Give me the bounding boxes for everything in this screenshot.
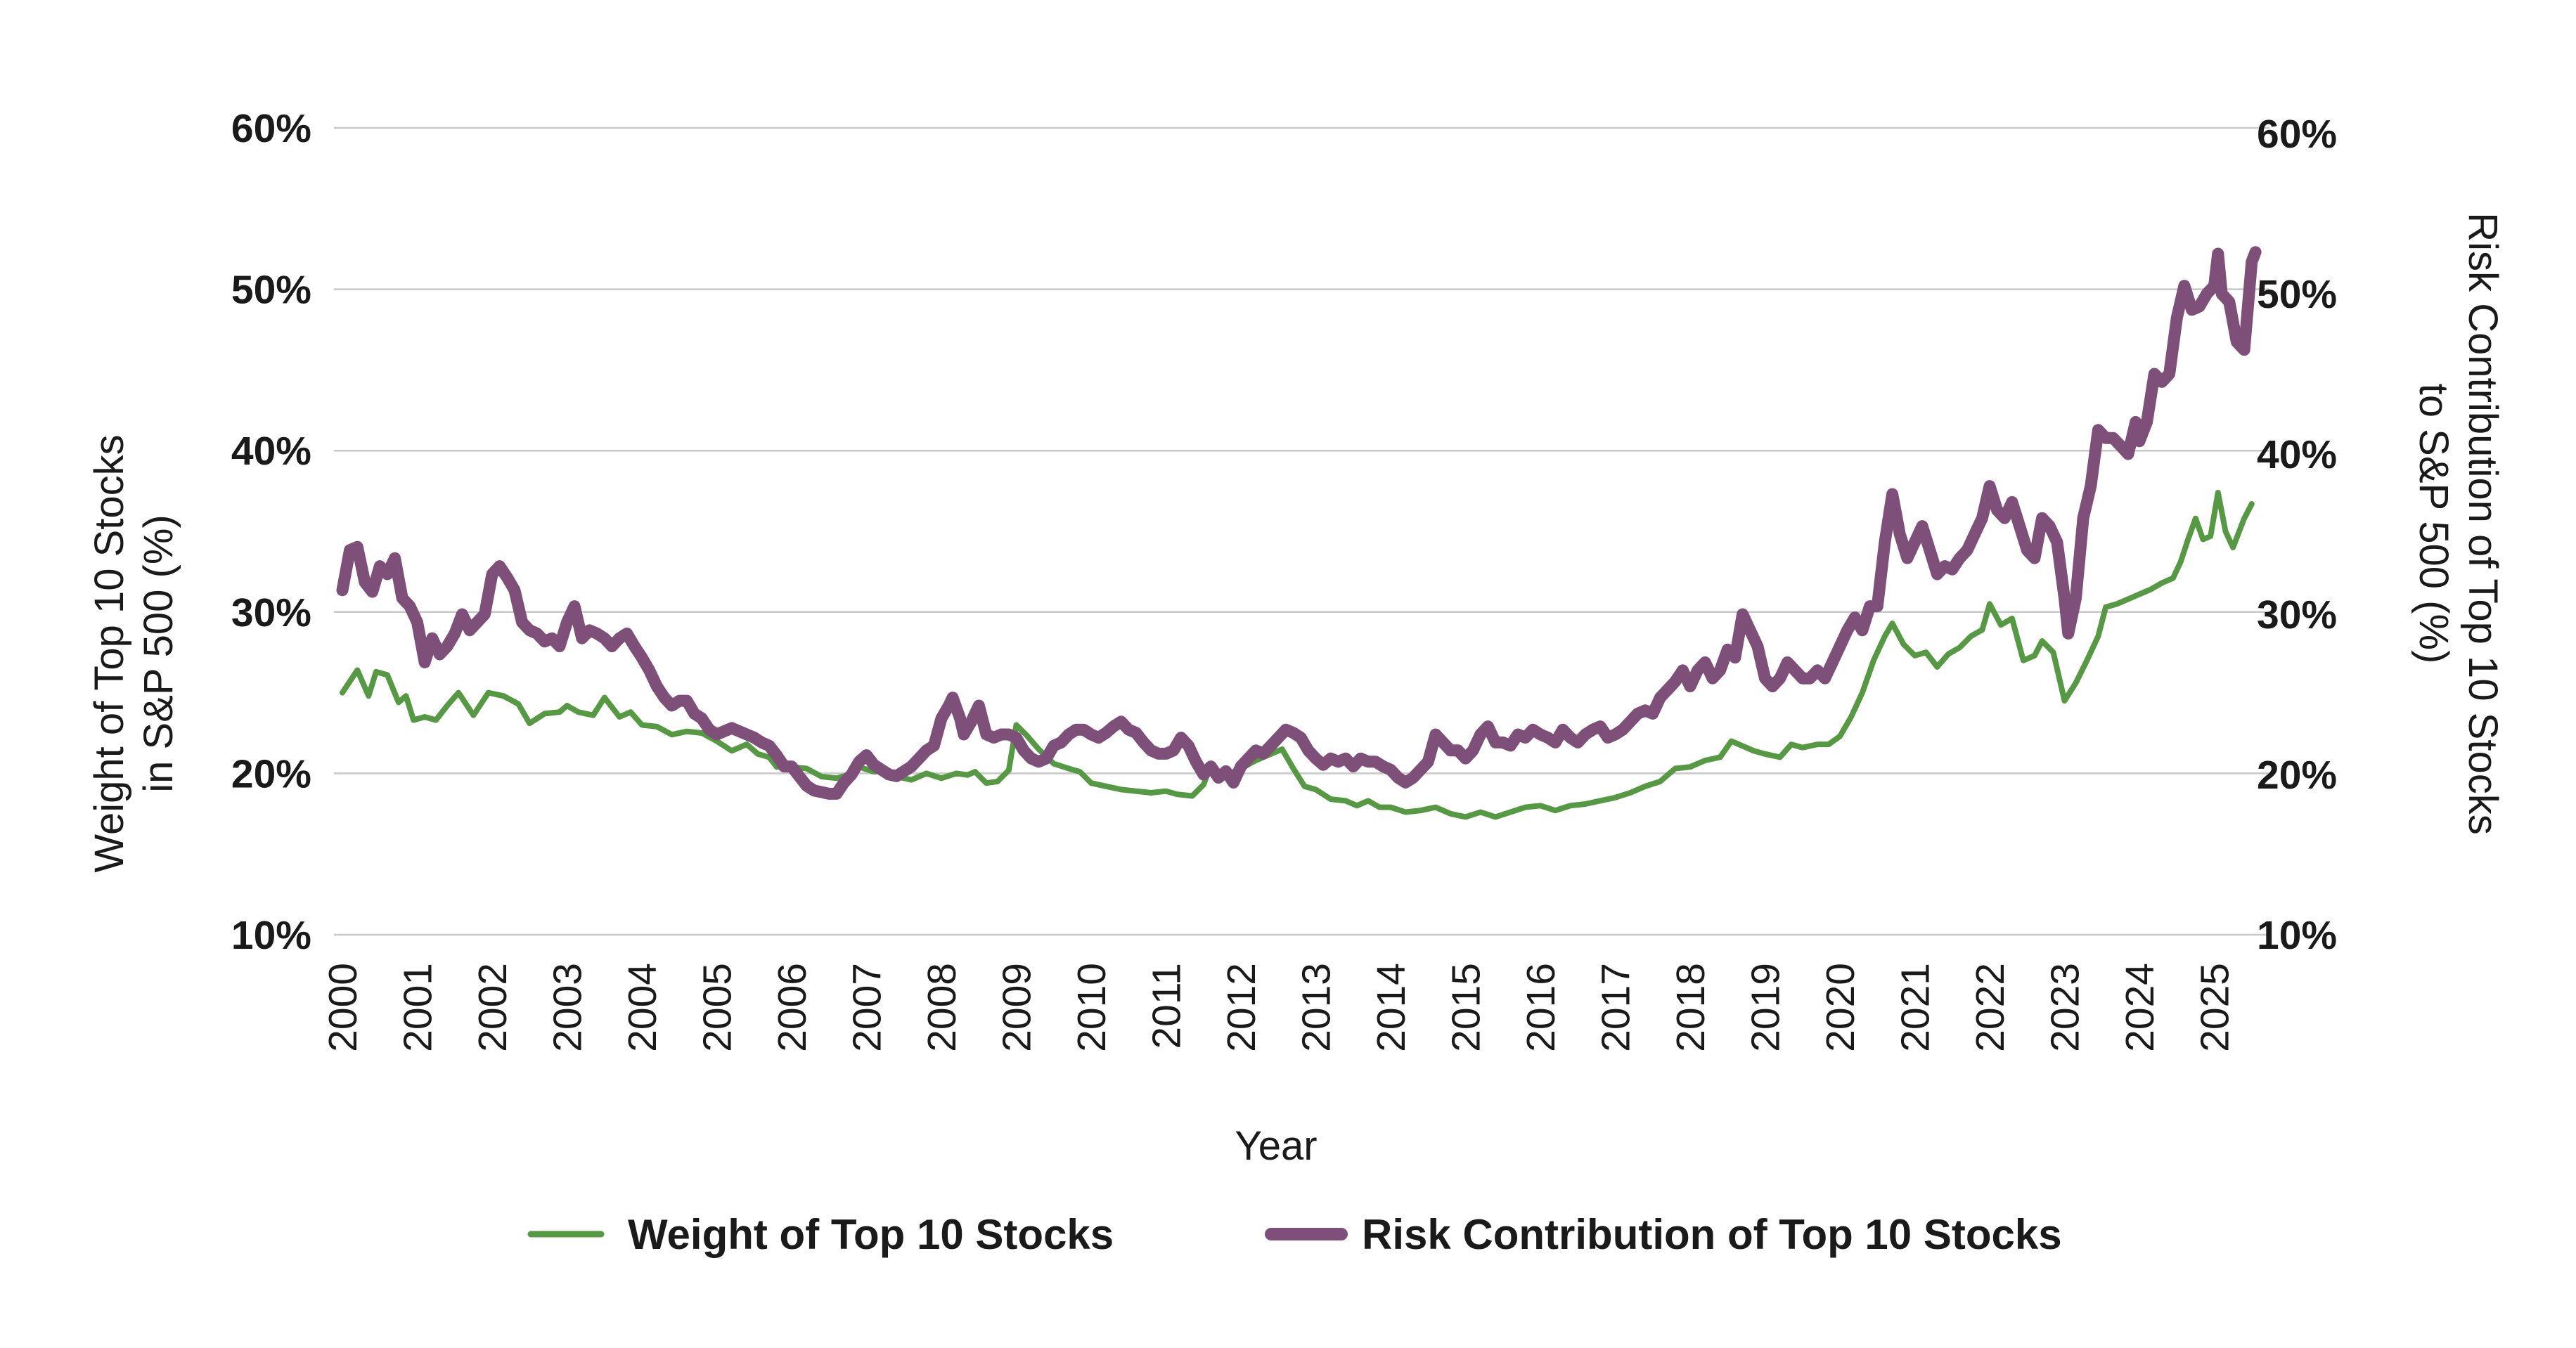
x-tick-label: 2020 [1818,963,1863,1052]
x-tick-label: 2022 [1968,963,2013,1052]
x-tick-label: 2006 [770,963,815,1052]
left-y-axis-ticks: 10% 20% 30% 40% 50% 60% [231,106,311,958]
right-y-axis-title: Risk Contribution of Top 10 Stocks to S&… [2411,212,2506,835]
x-tick-label: 2018 [1668,963,1713,1052]
left-y-tick-label: 40% [231,429,311,474]
right-y-axis-ticks: 10% 20% 30% 40% 50% 60% [2257,112,2337,958]
x-tick-label: 2012 [1219,963,1264,1052]
x-tick-label: 2013 [1294,963,1339,1052]
x-tick-label: 2019 [1744,963,1789,1052]
left-y-tick-label: 50% [231,268,311,313]
x-tick-label: 2002 [470,963,515,1052]
right-y-tick-label: 50% [2257,272,2337,317]
x-tick-label: 2001 [396,963,441,1052]
x-tick-label: 2005 [695,963,740,1052]
x-tick-label: 2017 [1594,963,1639,1052]
left-y-axis-title-line-2: in S&P 500 (%) [136,514,181,792]
gridlines [334,127,2269,936]
x-tick-label: 2025 [2193,963,2238,1052]
left-y-tick-label: 20% [231,751,311,796]
right-y-tick-label: 10% [2257,913,2337,958]
x-tick-label: 2008 [920,963,965,1052]
x-tick-label: 2015 [1444,963,1489,1052]
left-y-axis-title: Weight of Top 10 Stocks in S&P 500 (%) [86,434,181,872]
left-y-axis-title-line-1: Weight of Top 10 Stocks [86,434,132,872]
x-tick-label: 2007 [845,963,890,1052]
x-tick-label: 2014 [1369,963,1414,1052]
right-y-tick-label: 40% [2257,432,2337,477]
risk-contribution-series-line [336,246,2262,800]
x-tick-label: 2000 [321,963,366,1052]
right-y-axis-title-line-2: to S&P 500 (%) [2411,384,2456,664]
x-tick-label: 2010 [1069,963,1114,1052]
legend-label-weight: Weight of Top 10 Stocks [628,1211,1114,1258]
left-y-tick-label: 30% [231,590,311,635]
x-tick-label: 2024 [2118,963,2163,1052]
right-y-axis-title-line-1: Risk Contribution of Top 10 Stocks [2460,212,2506,835]
left-y-tick-label: 60% [231,106,311,151]
x-tick-label: 2003 [546,963,591,1052]
series-lines [336,246,2262,820]
x-tick-label: 2009 [995,963,1040,1052]
x-tick-label: 2011 [1145,963,1190,1049]
x-axis-title: Year [1235,1123,1317,1169]
x-tick-label: 2004 [620,963,665,1052]
right-y-tick-label: 20% [2257,753,2337,798]
x-tick-label: 2021 [1893,963,1938,1052]
right-y-tick-label: 60% [2257,112,2337,157]
x-tick-label: 2016 [1519,963,1564,1052]
legend-label-risk: Risk Contribution of Top 10 Stocks [1362,1211,2062,1258]
x-axis-ticks: 2000 2001 2002 2003 2004 2005 2006 2007 2008 2009… [321,963,2238,1052]
right-y-tick-label: 30% [2257,592,2337,637]
weight-series-line [340,489,2255,820]
x-tick-label: 2023 [2043,963,2088,1052]
left-y-tick-label: 10% [231,913,311,958]
legend: Weight of Top 10 Stocks Risk Contributio… [527,1211,2062,1258]
